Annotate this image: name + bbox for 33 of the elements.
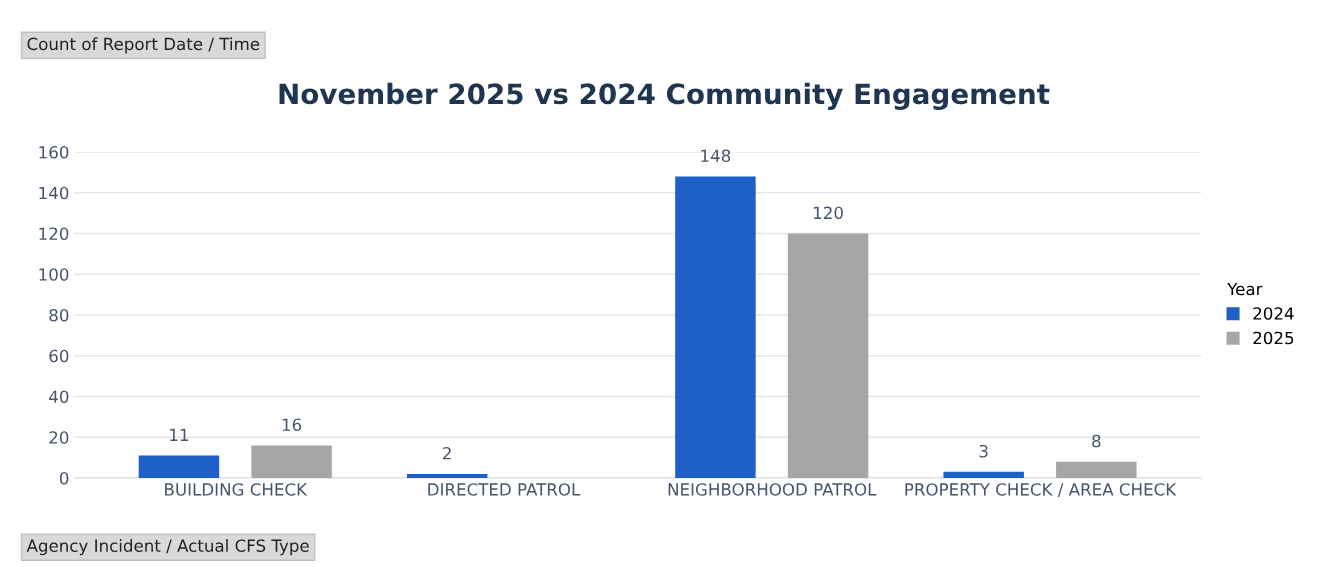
legend-label: 2025 (1253, 331, 1294, 345)
text: Count of Report Date / Time (27, 37, 260, 54)
chart-title: November 2025 vs 2024 Community Engagement (279, 82, 1050, 110)
y-tick-label: 80 (49, 308, 69, 322)
y-tick-label: 100 (39, 268, 69, 281)
bar (406, 473, 488, 478)
bar (251, 445, 332, 478)
data-label: 148 (701, 149, 731, 163)
data-label: 11 (170, 428, 188, 441)
y-tick-label: 120 (39, 227, 69, 241)
data-label: 3 (979, 444, 988, 458)
y-tick-label: 60 (49, 349, 69, 363)
y-tick-label: 140 (39, 186, 69, 200)
x-tick-label: DIRECTED PATROL (428, 483, 581, 496)
data-label: 16 (282, 418, 302, 432)
bar (138, 455, 220, 478)
bar (675, 176, 756, 478)
y-tick-label: 20 (49, 431, 69, 444)
data-label: 120 (814, 206, 843, 220)
text: Agency Incident / Actual CFS Type (26, 539, 309, 556)
y-tick-label: 0 (59, 471, 69, 485)
y-tick-label: 160 (39, 145, 69, 159)
bar (787, 233, 869, 478)
data-label: 8 (1092, 434, 1101, 448)
data-label: 2 (443, 446, 451, 460)
bar (1056, 461, 1137, 478)
x-tick-label: NEIGHBORHOOD PATROL (668, 483, 877, 496)
x-tick-label: BUILDING CHECK (165, 483, 308, 496)
bar (943, 471, 1024, 478)
x-tick-label: PROPERTY CHECK / AREA CHECK (905, 483, 1177, 498)
y-tick-label: 40 (49, 390, 69, 404)
legend-title: Year (1227, 282, 1263, 296)
legend-label: 2024 (1253, 307, 1294, 320)
